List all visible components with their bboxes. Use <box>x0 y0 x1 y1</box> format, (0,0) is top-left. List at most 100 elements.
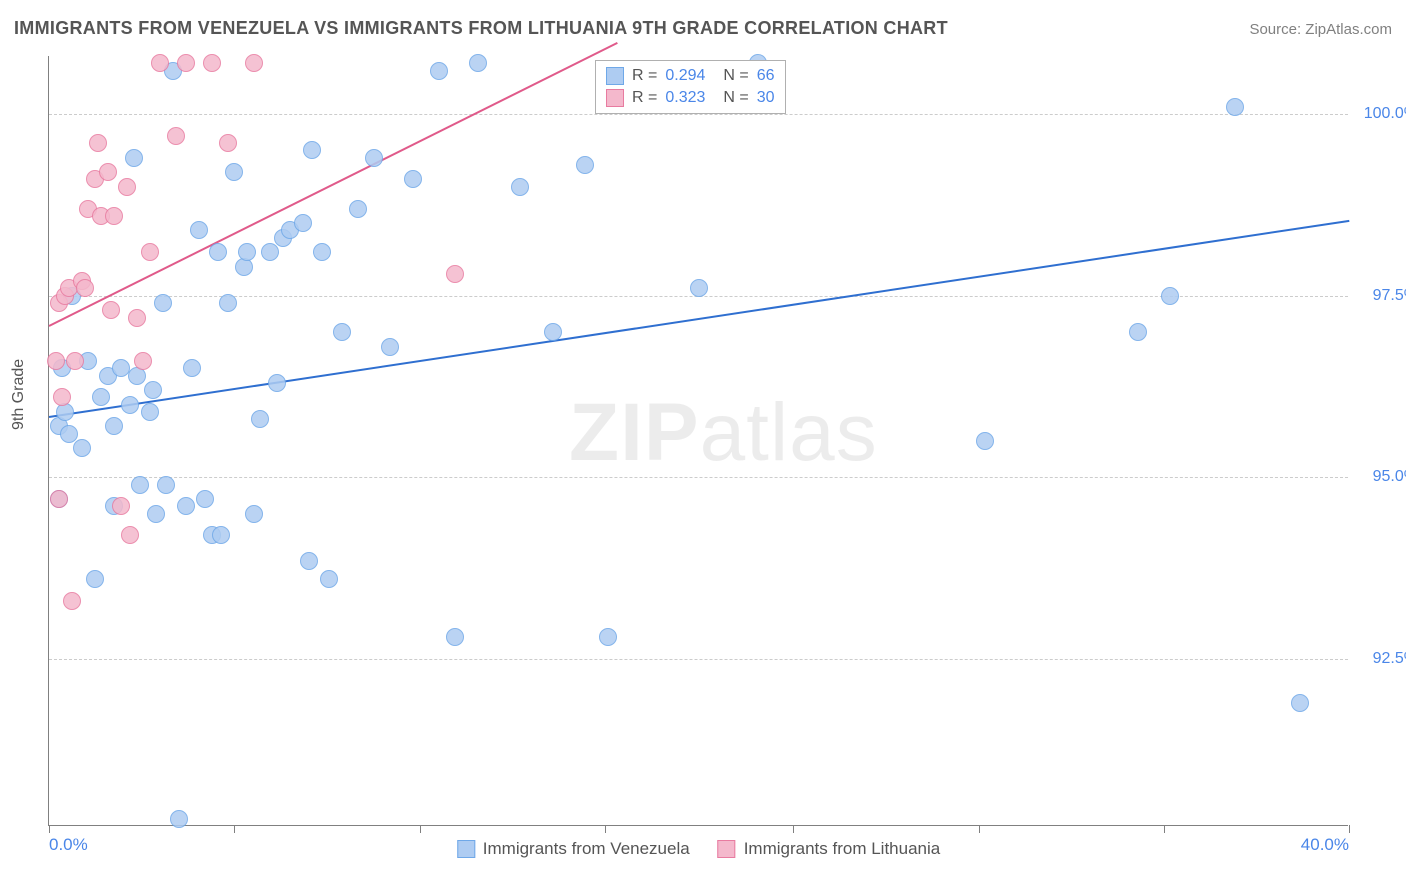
data-point <box>469 54 487 72</box>
x-tick <box>234 825 235 833</box>
data-point <box>511 178 529 196</box>
legend-swatch <box>606 89 624 107</box>
legend-row: R =0.294N =66 <box>606 65 775 87</box>
data-point <box>1226 98 1244 116</box>
x-tick <box>49 825 50 833</box>
y-tick-label: 97.5% <box>1358 287 1406 305</box>
data-point <box>268 374 286 392</box>
data-point <box>203 54 221 72</box>
data-point <box>170 810 188 828</box>
data-point <box>144 381 162 399</box>
data-point <box>89 134 107 152</box>
data-point <box>190 221 208 239</box>
y-tick-label: 100.0% <box>1358 105 1406 123</box>
data-point <box>66 352 84 370</box>
data-point <box>446 265 464 283</box>
data-point <box>381 338 399 356</box>
data-point <box>105 207 123 225</box>
legend-item: Immigrants from Venezuela <box>457 839 690 859</box>
data-point <box>154 294 172 312</box>
data-point <box>196 490 214 508</box>
data-point <box>157 476 175 494</box>
data-point <box>209 243 227 261</box>
watermark: ZIPatlas <box>569 386 878 480</box>
data-point <box>141 403 159 421</box>
data-point <box>303 141 321 159</box>
x-tick <box>420 825 421 833</box>
data-point <box>177 497 195 515</box>
data-point <box>446 628 464 646</box>
data-point <box>219 294 237 312</box>
x-tick <box>979 825 980 833</box>
chart-source: Source: ZipAtlas.com <box>1249 21 1392 38</box>
data-point <box>294 214 312 232</box>
data-point <box>245 505 263 523</box>
data-point <box>245 54 263 72</box>
data-point <box>92 388 110 406</box>
data-point <box>430 62 448 80</box>
data-point <box>219 134 237 152</box>
x-tick <box>1164 825 1165 833</box>
data-point <box>320 570 338 588</box>
x-tick <box>793 825 794 833</box>
chart-header: IMMIGRANTS FROM VENEZUELA VS IMMIGRANTS … <box>14 18 1392 39</box>
legend-item: Immigrants from Lithuania <box>718 839 941 859</box>
gridline-h <box>49 114 1348 115</box>
legend-label: Immigrants from Lithuania <box>744 839 941 859</box>
data-point <box>102 301 120 319</box>
series-legend: Immigrants from Venezuela Immigrants from… <box>457 839 940 859</box>
y-tick-label: 95.0% <box>1358 468 1406 486</box>
data-point <box>576 156 594 174</box>
legend-label: Immigrants from Venezuela <box>483 839 690 859</box>
data-point <box>125 149 143 167</box>
data-point <box>63 592 81 610</box>
data-point <box>112 497 130 515</box>
data-point <box>134 352 152 370</box>
data-point <box>690 279 708 297</box>
data-point <box>47 352 65 370</box>
gridline-h <box>49 659 1348 660</box>
data-point <box>333 323 351 341</box>
correlation-legend: R =0.294N =66R =0.323N =30 <box>595 60 786 114</box>
plot-area: ZIPatlas 92.5%95.0%97.5%100.0%0.0%40.0%R… <box>48 56 1348 826</box>
data-point <box>73 439 91 457</box>
data-point <box>147 505 165 523</box>
data-point <box>177 54 195 72</box>
data-point <box>105 417 123 435</box>
data-point <box>365 149 383 167</box>
data-point <box>225 163 243 181</box>
chart-title: IMMIGRANTS FROM VENEZUELA VS IMMIGRANTS … <box>14 18 948 39</box>
data-point <box>212 526 230 544</box>
x-tick-label: 0.0% <box>49 835 88 855</box>
data-point <box>131 476 149 494</box>
data-point <box>128 309 146 327</box>
gridline-h <box>49 477 1348 478</box>
data-point <box>53 388 71 406</box>
x-tick <box>605 825 606 833</box>
data-point <box>599 628 617 646</box>
data-point <box>404 170 422 188</box>
data-point <box>976 432 994 450</box>
x-tick <box>1349 825 1350 833</box>
legend-swatch <box>718 840 736 858</box>
data-point <box>151 54 169 72</box>
data-point <box>60 425 78 443</box>
x-tick-label: 40.0% <box>1301 835 1349 855</box>
data-point <box>261 243 279 261</box>
legend-swatch <box>606 67 624 85</box>
data-point <box>50 490 68 508</box>
data-point <box>1129 323 1147 341</box>
data-point <box>1291 694 1309 712</box>
legend-swatch <box>457 840 475 858</box>
legend-row: R =0.323N =30 <box>606 87 775 109</box>
data-point <box>99 163 117 181</box>
data-point <box>183 359 201 377</box>
data-point <box>349 200 367 218</box>
data-point <box>544 323 562 341</box>
y-tick-label: 92.5% <box>1358 650 1406 668</box>
data-point <box>118 178 136 196</box>
data-point <box>167 127 185 145</box>
data-point <box>300 552 318 570</box>
data-point <box>1161 287 1179 305</box>
data-point <box>76 279 94 297</box>
